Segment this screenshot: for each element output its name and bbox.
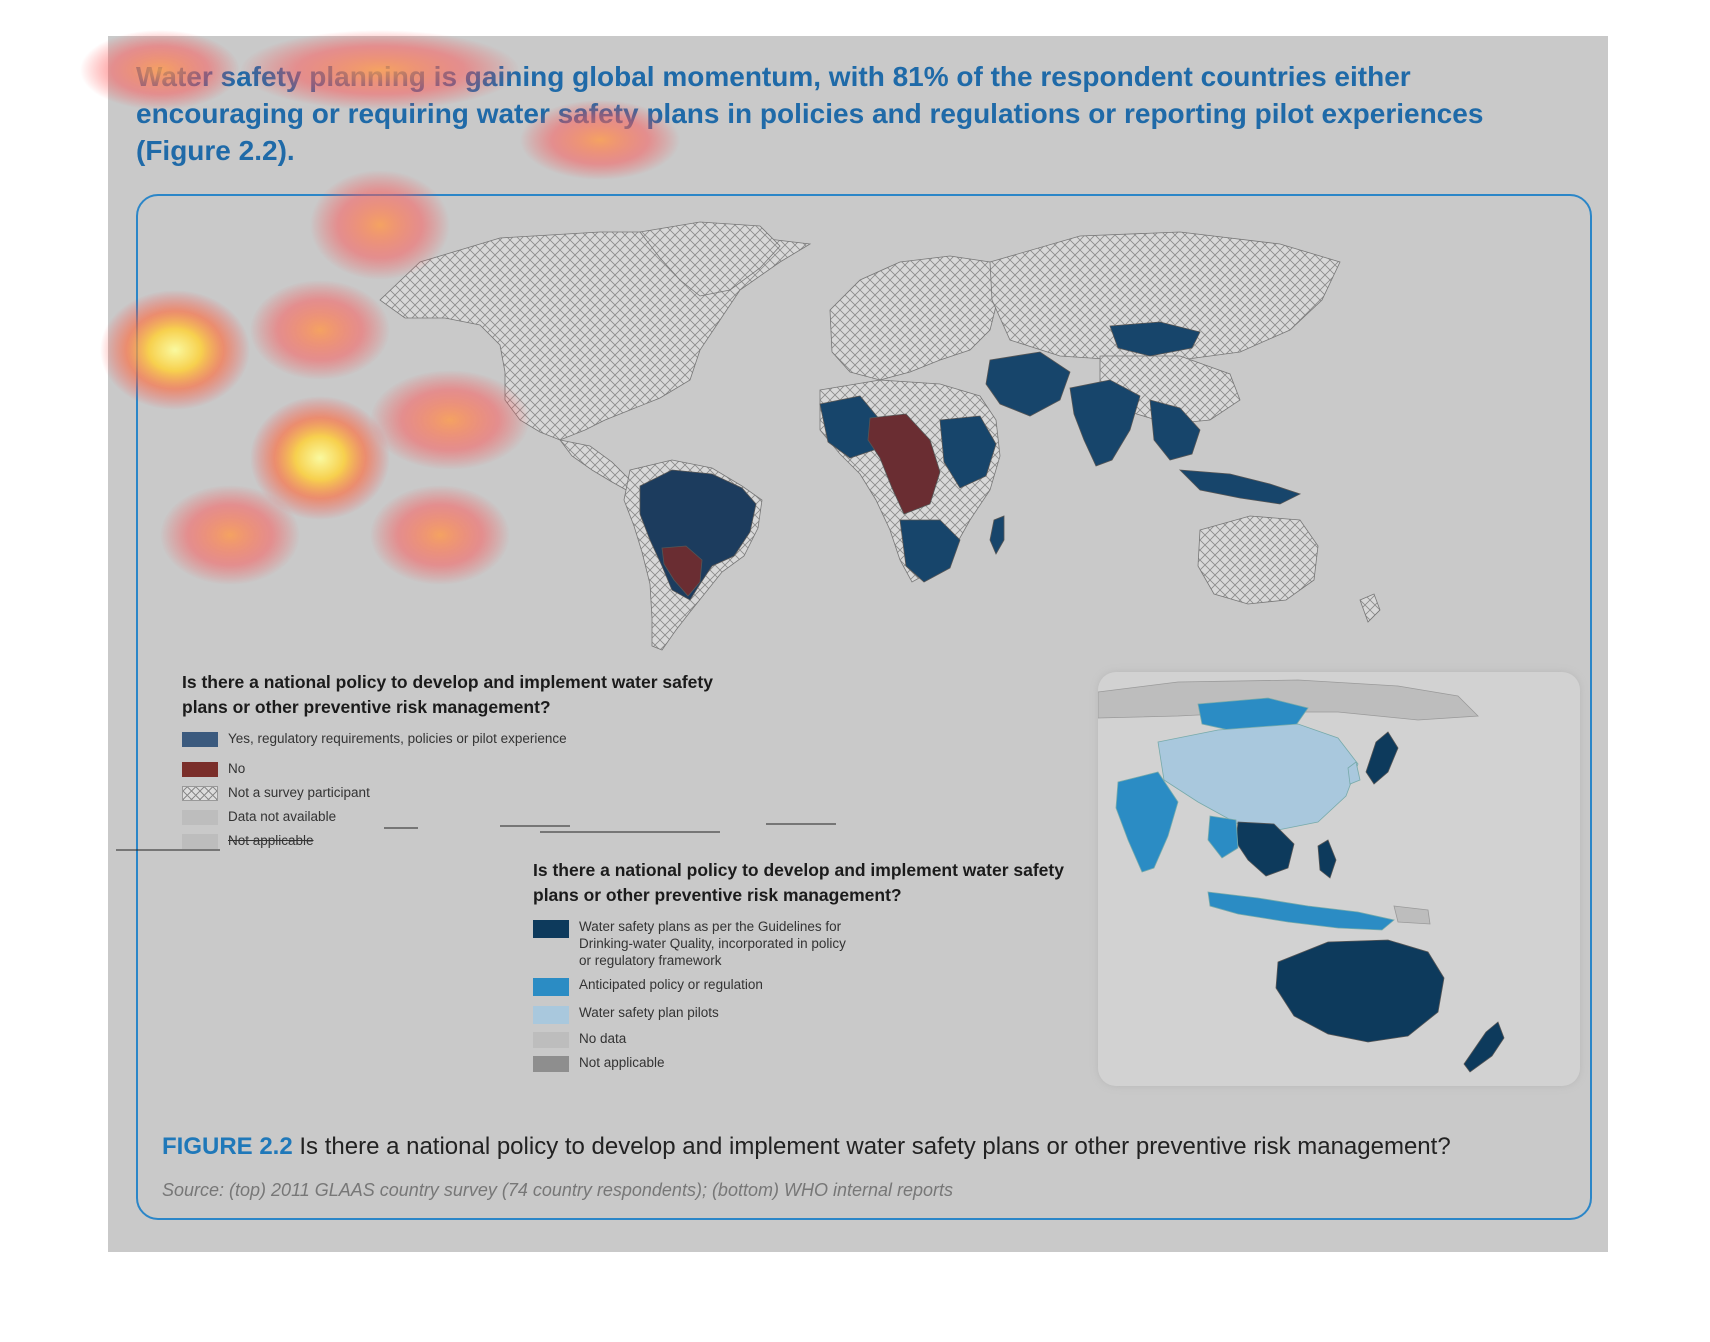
inset-new-zealand <box>1463 1021 1505 1073</box>
madagascar <box>989 515 1005 555</box>
africa-south <box>899 519 961 583</box>
legend-swatch-pilots <box>533 1006 569 1024</box>
indonesia <box>1178 469 1302 505</box>
figure-source: Source: (top) 2011 GLAAS country survey … <box>162 1180 954 1200</box>
inset-map-svg <box>1098 679 1505 1073</box>
southeast-asia <box>1149 399 1201 461</box>
legend-top: Is there a national policy to develop an… <box>182 670 742 856</box>
africa-west <box>819 395 881 459</box>
legend-swatch-wsp <box>533 920 569 938</box>
legend-top-item-na: Not applicable <box>182 832 742 856</box>
inset-southeast-asia <box>1235 821 1295 877</box>
legend-label-anticipated: Anticipated policy or regulation <box>579 977 763 992</box>
inset-japan <box>1365 731 1399 785</box>
inset-australia <box>1275 939 1445 1043</box>
legend-swatch-yes <box>182 732 218 747</box>
legend-bottom: Is there a national policy to develop an… <box>533 858 1093 1078</box>
figure-caption: FIGURE 2.2 Is there a national policy to… <box>162 1133 1592 1161</box>
legend-swatch-bottom-no-data <box>533 1032 569 1048</box>
legend-swatch-bottom-na <box>533 1056 569 1072</box>
legend-label-wsp: Water safety plans as per the Guidelines… <box>579 919 846 968</box>
inset-india <box>1115 771 1179 873</box>
inset-png <box>1393 905 1431 925</box>
legend-bottom-item-pilots: Water safety plan pilots <box>533 1004 1093 1030</box>
legend-bottom-item-na: Not applicable <box>533 1054 1093 1078</box>
inset-china <box>1157 723 1359 831</box>
legend-bottom-item-anticipated: Anticipated policy or regulation <box>533 976 1093 1004</box>
legend-label-bottom-no-data: No data <box>579 1031 627 1046</box>
mongolia <box>1109 321 1201 357</box>
europe <box>829 255 1001 381</box>
legend-bottom-item-no-data: No data <box>533 1030 1093 1054</box>
legend-top-item-no-data: Data not available <box>182 808 742 832</box>
africa-east <box>939 415 997 489</box>
inset-korea <box>1347 761 1361 785</box>
legend-label-pilots: Water safety plan pilots <box>579 1005 719 1020</box>
figure-caption-text: Is there a national policy to develop an… <box>292 1133 1451 1160</box>
legend-top-title: Is there a national policy to develop an… <box>182 672 713 717</box>
legend-swatch-no-data <box>182 810 218 825</box>
legend-label-bottom-na: Not applicable <box>579 1055 665 1070</box>
inset-philippines <box>1317 839 1337 879</box>
legend-top-item-not-participant: Not a survey participant <box>182 784 742 808</box>
legend-label-no: No <box>228 761 246 776</box>
new-zealand <box>1359 593 1381 623</box>
middle-east <box>985 351 1071 417</box>
legend-top-item-yes: Yes, regulatory requirements, policies o… <box>182 730 742 754</box>
legend-label-not-participant: Not a survey participant <box>228 785 370 800</box>
inset-russia <box>1098 679 1479 721</box>
asia-north <box>989 231 1341 361</box>
legend-swatch-anticipated <box>533 978 569 996</box>
legend-label-yes: Yes, regulatory requirements, policies o… <box>228 731 567 746</box>
greenland <box>639 221 781 297</box>
legend-swatch-hatch <box>182 786 218 801</box>
australia <box>1197 515 1319 605</box>
inset-indonesia <box>1207 891 1395 931</box>
africa-central-no <box>867 413 941 515</box>
inset-myanmar <box>1207 815 1239 859</box>
legend-bottom-item-wsp: Water safety plans as per the Guidelines… <box>533 918 1093 976</box>
bolivia-paraguay <box>661 545 703 597</box>
inset-map <box>1098 672 1580 1086</box>
legend-swatch-na <box>182 834 218 849</box>
legend-label-no-data: Data not available <box>228 809 337 824</box>
legend-swatch-no <box>182 762 218 777</box>
figure-caption-label: FIGURE 2.2 <box>162 1133 293 1160</box>
legend-bottom-title: Is there a national policy to develop an… <box>533 860 1064 905</box>
figure-frame <box>136 194 1592 1220</box>
legend-label-na: Not applicable <box>228 833 314 848</box>
india <box>1069 379 1141 467</box>
legend-top-item-no: No <box>182 760 742 784</box>
heatmap-overlay <box>80 30 680 585</box>
